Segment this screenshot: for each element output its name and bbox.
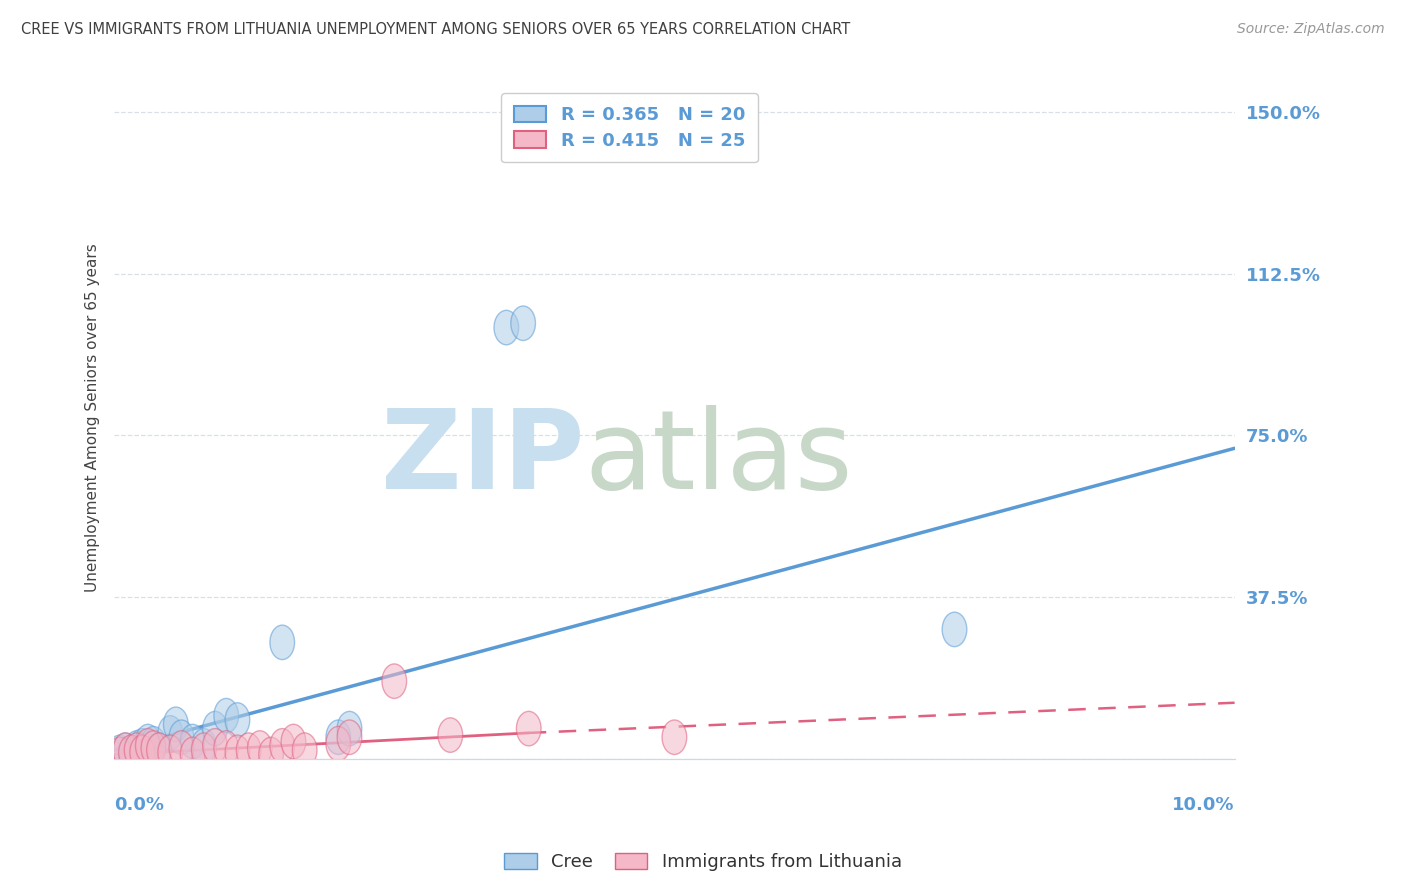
Ellipse shape	[146, 733, 172, 767]
Ellipse shape	[146, 733, 172, 767]
Ellipse shape	[135, 729, 160, 763]
Ellipse shape	[202, 729, 228, 763]
Ellipse shape	[118, 737, 143, 772]
Ellipse shape	[107, 735, 132, 770]
Ellipse shape	[270, 625, 295, 659]
Ellipse shape	[107, 737, 132, 772]
Ellipse shape	[141, 731, 166, 765]
Ellipse shape	[157, 735, 183, 770]
Ellipse shape	[270, 729, 295, 763]
Ellipse shape	[191, 733, 217, 767]
Ellipse shape	[124, 731, 149, 765]
Text: CREE VS IMMIGRANTS FROM LITHUANIA UNEMPLOYMENT AMONG SENIORS OVER 65 YEARS CORRE: CREE VS IMMIGRANTS FROM LITHUANIA UNEMPL…	[21, 22, 851, 37]
Ellipse shape	[214, 731, 239, 765]
Text: 10.0%: 10.0%	[1173, 797, 1234, 814]
Ellipse shape	[510, 306, 536, 341]
Ellipse shape	[942, 612, 967, 647]
Ellipse shape	[247, 731, 273, 765]
Text: atlas: atlas	[585, 406, 853, 513]
Ellipse shape	[157, 715, 183, 750]
Ellipse shape	[326, 720, 350, 755]
Ellipse shape	[163, 707, 188, 741]
Ellipse shape	[129, 729, 155, 763]
Ellipse shape	[191, 729, 217, 763]
Ellipse shape	[141, 726, 166, 761]
Ellipse shape	[129, 735, 155, 770]
Ellipse shape	[169, 720, 194, 755]
Text: Source: ZipAtlas.com: Source: ZipAtlas.com	[1237, 22, 1385, 37]
Legend: Cree, Immigrants from Lithuania: Cree, Immigrants from Lithuania	[496, 846, 910, 879]
Ellipse shape	[225, 735, 250, 770]
Ellipse shape	[259, 737, 284, 772]
Ellipse shape	[112, 733, 138, 767]
Ellipse shape	[214, 698, 239, 733]
Ellipse shape	[439, 718, 463, 752]
Ellipse shape	[118, 735, 143, 770]
Ellipse shape	[337, 720, 361, 755]
Ellipse shape	[180, 724, 205, 759]
Ellipse shape	[135, 724, 160, 759]
Ellipse shape	[326, 726, 350, 761]
Y-axis label: Unemployment Among Seniors over 65 years: Unemployment Among Seniors over 65 years	[86, 244, 100, 592]
Ellipse shape	[169, 731, 194, 765]
Ellipse shape	[202, 711, 228, 746]
Ellipse shape	[225, 703, 250, 737]
Ellipse shape	[180, 737, 205, 772]
Ellipse shape	[382, 664, 406, 698]
Ellipse shape	[292, 733, 316, 767]
Ellipse shape	[124, 733, 149, 767]
Ellipse shape	[112, 733, 138, 767]
Ellipse shape	[494, 310, 519, 345]
Legend: R = 0.365   N = 20, R = 0.415   N = 25: R = 0.365 N = 20, R = 0.415 N = 25	[502, 94, 758, 162]
Text: ZIP: ZIP	[381, 406, 585, 513]
Text: 0.0%: 0.0%	[114, 797, 165, 814]
Ellipse shape	[337, 711, 361, 746]
Ellipse shape	[662, 720, 686, 755]
Ellipse shape	[281, 724, 305, 759]
Ellipse shape	[236, 733, 262, 767]
Ellipse shape	[516, 711, 541, 746]
